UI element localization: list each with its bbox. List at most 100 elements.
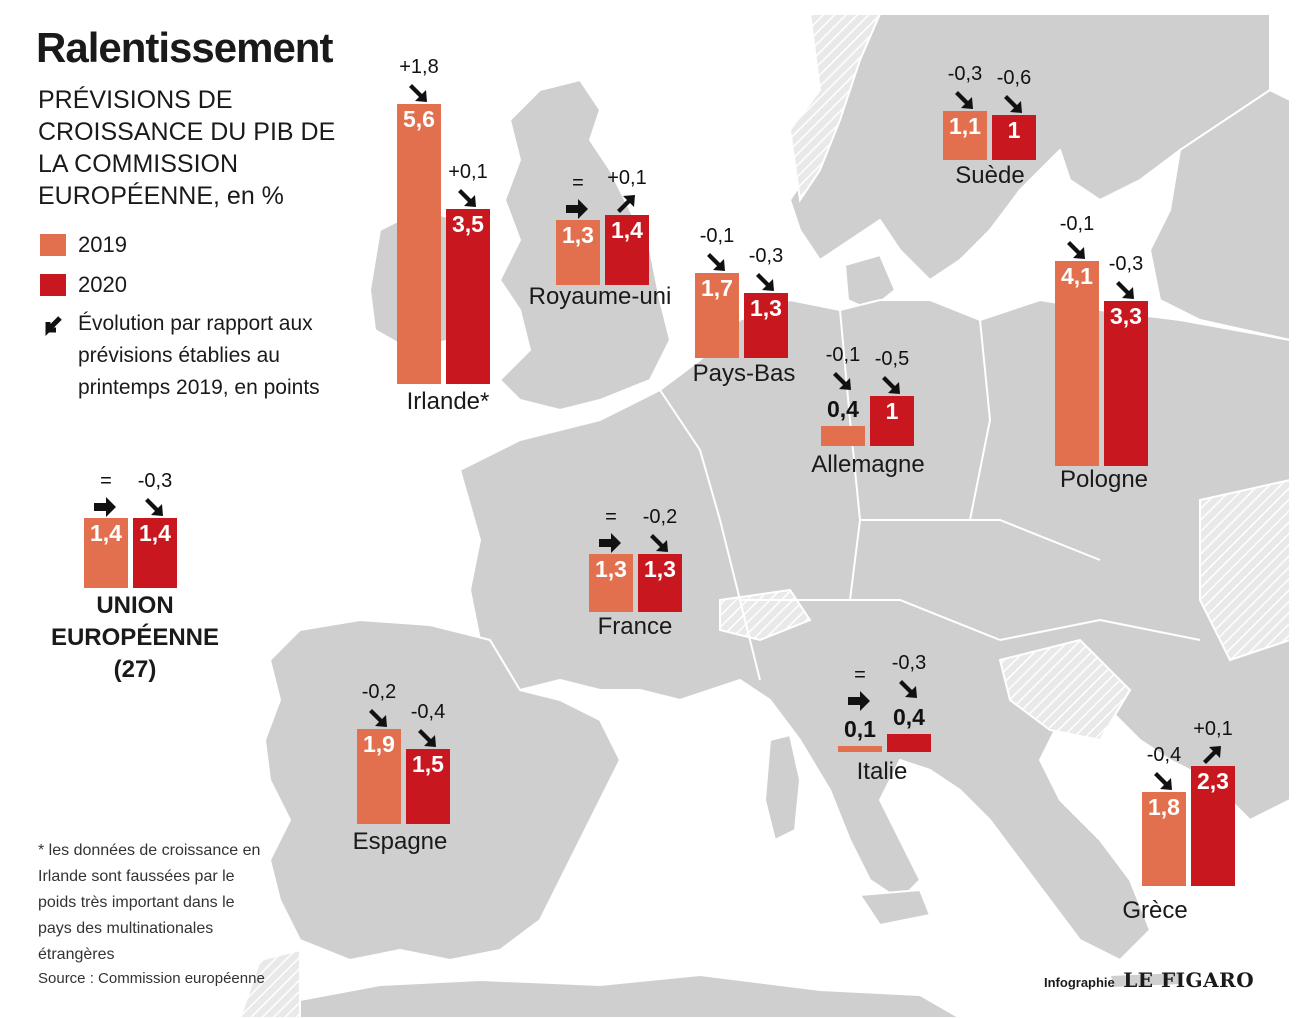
bar-2020 (887, 734, 931, 752)
bar-value-label-2020: 2,3 (1197, 768, 1229, 795)
evolution-arrow-icon (599, 532, 621, 553)
bar-value-label-2020: 3,3 (1110, 303, 1142, 329)
evolution-arrow-icon (1203, 746, 1221, 765)
legend-arrow-icon (45, 316, 62, 337)
switzerland-hatched-shape (719, 588, 812, 642)
bar-2019 (1055, 261, 1099, 466)
evolution-arrow-icon (1154, 772, 1172, 791)
bar-value-label-2019: 4,1 (1061, 263, 1093, 289)
legend-item-2020: 2020 (40, 272, 127, 298)
north-africa-hatched-shape (238, 948, 301, 1018)
country-name: Pays-Bas (692, 360, 796, 387)
evolution-arrow-icon (955, 90, 973, 109)
credit: Infographie LE FIGARO (1044, 968, 1254, 992)
evolution-label-2020: -0,3 (137, 470, 173, 492)
bar-value-label-2020: 1 (885, 398, 899, 424)
bar-value-label-2019: 1,4 (90, 520, 122, 546)
evolution-label-2020: +0,1 (1193, 718, 1233, 741)
evolution-label-2019: -0,1 (825, 344, 861, 366)
evolution-label-2020: -0,3 (891, 652, 927, 674)
evolution-label-2019: = (100, 470, 112, 492)
evolution-arrow-icon (617, 195, 635, 213)
bar-value-label-2020: 0,4 (893, 704, 925, 730)
evolution-label-2020: -0,5 (874, 348, 910, 370)
legend-label-evolution: Évolution par rapport aux prévisions éta… (78, 312, 320, 399)
evolution-arrow-icon (833, 372, 851, 390)
bar-value-label-2019: 0,4 (827, 396, 859, 422)
norway-hatched-shape (788, 13, 882, 203)
country-name: Suède (955, 162, 1025, 189)
evolution-label-2020: -0,3 (1108, 253, 1144, 275)
bar-value-label-2019: 0,1 (844, 716, 876, 742)
evolution-arrow-icon (94, 497, 116, 517)
evolution-label-2020: -0,2 (642, 505, 678, 528)
evolution-arrow-icon (418, 729, 436, 747)
evolution-label-2019: -0,1 (1059, 213, 1095, 235)
bar-value-label-2019: 1,7 (701, 275, 733, 301)
evolution-arrow-icon (1004, 95, 1022, 113)
legend-swatch-2020 (40, 274, 66, 296)
bar-value-label-2019: 1,3 (595, 555, 627, 582)
bar-2019 (357, 729, 401, 824)
balkans-hatched-shape (998, 638, 1132, 742)
country-name: Allemagne (811, 451, 925, 478)
evolution-label-2020: +0,1 (607, 167, 647, 189)
bar-value-label-2019: 5,6 (403, 106, 435, 132)
bar-2019 (84, 518, 128, 588)
legend-label-2019: 2019 (78, 232, 127, 257)
evolution-arrow-icon (145, 498, 163, 516)
evolution-arrow-icon (756, 273, 774, 291)
bar-2019 (1142, 792, 1186, 886)
evolution-arrow-icon (848, 691, 870, 711)
bar-2020 (638, 553, 682, 612)
bar-2020 (992, 115, 1036, 160)
chart-title: Ralentissement (36, 24, 333, 71)
legend-item-2019: 2019 (40, 232, 127, 258)
chart-subtitle: PRÉVISIONS DE CROISSANCE DU PIB DE LA CO… (38, 86, 336, 210)
country-name: Italie (856, 758, 908, 785)
bar-value-label-2020: 1,5 (412, 751, 444, 777)
country-name: Irlande* (406, 388, 490, 415)
bar-2020 (133, 518, 177, 588)
evolution-label-2020: -0,4 (410, 701, 446, 723)
country-name: Royaume-uni (528, 283, 672, 310)
source-text: Source : Commission européenne (38, 970, 265, 987)
bar-2020 (605, 215, 649, 285)
bar-2020 (1191, 766, 1235, 886)
evolution-label-2019: -0,1 (699, 225, 735, 247)
legend-item-evolution: Évolution par rapport aux prévisions éta… (40, 308, 338, 404)
evolution-label-2019: = (854, 664, 866, 686)
crete-shape (1109, 971, 1183, 989)
bar-2020 (1104, 301, 1148, 466)
bar-2019 (556, 220, 600, 285)
bar-2020 (870, 396, 914, 446)
bar-2019 (943, 110, 987, 160)
bar-value-label-2019: 1,3 (562, 222, 594, 248)
bar-value-label-2020: 1,3 (750, 295, 782, 321)
evolution-label-2020: +0,1 (448, 161, 488, 183)
bar-2020 (406, 749, 450, 824)
country-name: Pologne (1059, 466, 1149, 493)
legend-swatch-2019 (40, 234, 66, 256)
bar-value-label-2020: 1,3 (644, 555, 676, 582)
bar-value-label-2020: 1 (1007, 117, 1021, 143)
legend-label-2020: 2020 (78, 272, 127, 297)
evolution-label-2019: = (572, 172, 584, 194)
evolution-arrow-icon (707, 253, 725, 271)
evolution-arrow-icon (650, 533, 668, 552)
bar-value-label-2019: 1,8 (1148, 794, 1180, 821)
evolution-arrow-icon (566, 199, 588, 219)
bar-2020 (744, 293, 788, 358)
ukraine-hatched-shape (1199, 478, 1291, 662)
evolution-label-2020: -0,6 (996, 67, 1032, 89)
bar-value-label-2020: 1,4 (139, 520, 171, 546)
footnote: * les données de croissance en Irlande s… (38, 842, 261, 963)
credit-brand: LE FIGARO (1123, 968, 1255, 992)
evolution-arrow-icon (458, 189, 476, 207)
evolution-label-2019: = (605, 505, 617, 528)
evolution-label-2020: -0,3 (748, 245, 784, 267)
evolution-arrow-icon (369, 709, 387, 727)
evolution-label-2019: -0,4 (1146, 744, 1182, 767)
country-name: Espagne (352, 828, 448, 855)
evolution-arrow-icon (409, 84, 427, 102)
